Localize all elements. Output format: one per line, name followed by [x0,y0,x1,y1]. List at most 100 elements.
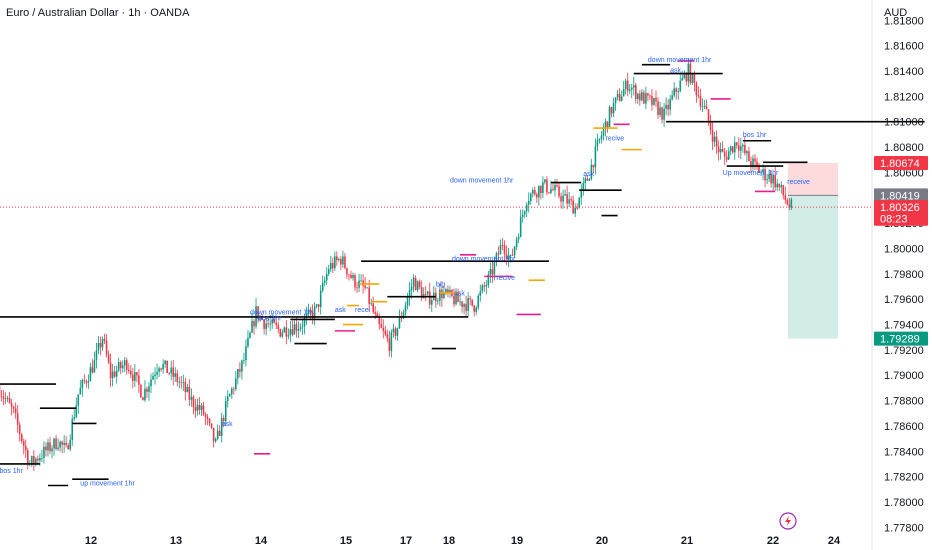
candle [186,383,189,393]
candle [384,325,387,337]
candle [776,178,778,192]
candle [340,256,342,271]
candle [782,184,785,200]
candle [426,290,429,296]
annotation-label: Up movement 1hr [723,170,779,177]
candle [210,423,213,430]
candle [455,288,457,306]
candle [485,280,488,295]
price-tick-label: 1.78400 [884,446,924,458]
candle [291,320,294,337]
candle [645,86,647,110]
candle [31,455,33,468]
candle [53,437,55,456]
candle [437,298,439,305]
candle [410,279,413,299]
candle [344,252,346,270]
candle [45,442,47,457]
candle [101,336,104,351]
drawn-levels[interactable] [0,60,925,487]
candle [336,251,338,266]
candle [67,442,69,450]
candle [212,427,215,448]
candle [204,412,207,426]
candle [71,414,74,446]
candle [501,238,504,251]
candle [0,389,3,402]
candle [742,143,744,153]
candle [546,176,548,196]
price-axis[interactable]: 1.81800 1.81600 1.81400 1.81200 1.81000 1.808… [884,15,924,534]
candle [241,359,243,380]
candle [386,329,389,343]
candle [598,138,601,144]
candle [235,371,237,392]
candle [233,386,235,395]
price-tag: 1.79289 [874,331,928,346]
stop-zone[interactable] [788,163,838,196]
candle [368,279,370,312]
candle [323,276,326,287]
candle [511,248,514,257]
candle [214,437,217,444]
candle [85,379,88,388]
candle [602,123,605,141]
candle [740,138,742,160]
candle [382,319,385,339]
candle [182,374,185,391]
candle [790,197,793,210]
candle [109,353,112,387]
candle [41,449,43,463]
candle [61,440,63,453]
candle [707,109,710,126]
candle [675,87,677,100]
candle [283,326,286,333]
candle [301,318,304,336]
candle [396,327,399,341]
target-zone[interactable] [788,195,838,339]
candle [469,295,471,306]
candle [606,121,609,133]
candle [760,169,762,177]
annotation-label: bos 1hr [0,468,24,475]
candle [780,181,783,194]
candle [313,302,316,326]
candle [667,98,669,117]
price-tick-label: 1.80000 [884,243,924,255]
price-tag: 1.80419 [874,188,928,203]
price-tag: 08:23 [874,211,928,226]
candle [661,106,663,124]
short-position-tool[interactable] [788,163,838,339]
candle [115,365,118,384]
candle [388,330,391,357]
lightning-icon[interactable] [779,512,797,530]
candle [166,360,168,374]
candle [624,78,627,95]
candle [293,320,296,335]
candle [748,146,750,162]
candle [267,317,269,328]
annotation-label: ask [670,67,681,74]
candle [471,299,473,307]
candle [65,436,67,448]
candle [424,286,427,302]
candle [216,424,219,441]
annotation-label: ask [335,307,346,314]
candle [150,373,152,394]
candle [671,90,673,101]
candle [319,285,322,315]
candle [635,82,637,104]
candle [33,450,35,472]
candle [453,288,455,308]
candle [723,148,726,166]
candle [655,90,657,107]
candle [192,394,195,415]
candle [164,360,166,368]
time-axis[interactable]: 121314151718192021222324 [85,535,841,547]
candle [594,138,597,175]
price-tick-label: 1.78000 [884,497,924,509]
time-tick-label: 22 [767,535,779,547]
candlesticks [0,58,793,472]
